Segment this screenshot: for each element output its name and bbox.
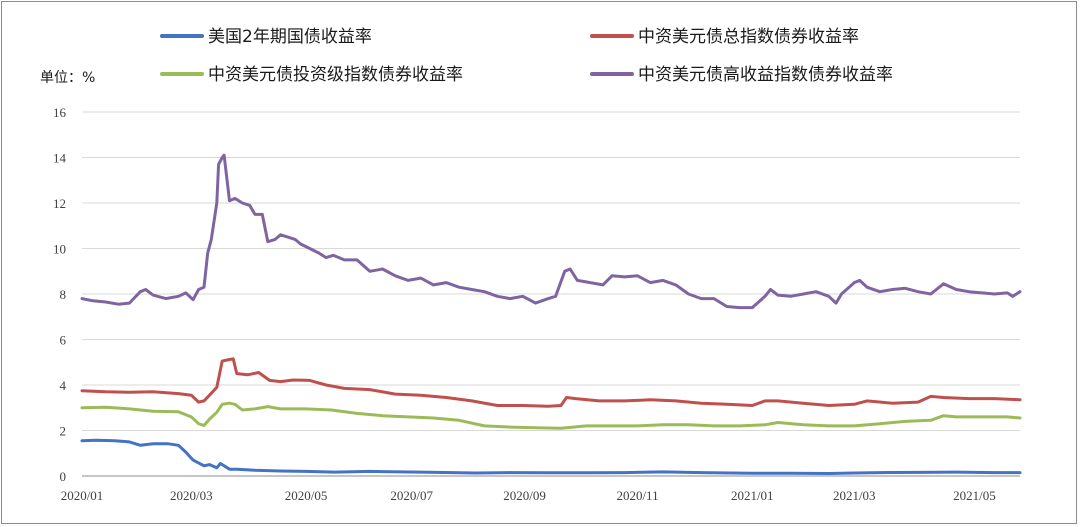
series-line-2 <box>80 357 1022 408</box>
y-tick-label: 0 <box>60 469 67 484</box>
legend-label-1: 美国2年期国债收益率 <box>208 27 372 47</box>
x-tick-label: 2020/07 <box>390 488 433 503</box>
x-tick-label: 2020/09 <box>503 488 546 503</box>
y-tick-label: 16 <box>53 105 67 120</box>
grid-lines <box>82 111 1020 431</box>
x-tick-label: 2020/11 <box>616 488 658 503</box>
y-tick-label: 6 <box>60 333 67 348</box>
x-axis-ticks: 2020/01 2020/03 2020/05 2020/07 2020/09 2020/… <box>61 488 996 503</box>
y-tick-label: 10 <box>53 242 66 257</box>
x-tick-label: 2020/01 <box>61 488 104 503</box>
y-tick-label: 14 <box>53 151 67 166</box>
x-tick-label: 2021/01 <box>731 488 774 503</box>
series-lines <box>80 153 1022 475</box>
y-tick-label: 12 <box>53 196 66 211</box>
unit-label: 单位：% <box>40 70 95 86</box>
legend-label-2: 中资美元债总指数债券收益率 <box>638 27 859 47</box>
x-tick-label: 2020/05 <box>285 488 328 503</box>
legend-label-4: 中资美元债高收益指数债券收益率 <box>638 65 893 85</box>
series-line-4 <box>80 153 1022 310</box>
x-tick-label: 2021/05 <box>953 488 996 503</box>
y-tick-label: 4 <box>60 378 67 393</box>
x-tick-label: 2020/03 <box>170 488 213 503</box>
y-tick-label: 2 <box>60 424 67 439</box>
x-tick-label: 2021/03 <box>833 488 876 503</box>
series-line-1 <box>80 438 1022 475</box>
y-axis-ticks: 0 2 4 6 8 10 12 14 16 <box>53 105 67 484</box>
legend-label-3: 中资美元债投资级指数债券收益率 <box>208 65 463 85</box>
series-line-3 <box>80 401 1022 430</box>
y-tick-label: 8 <box>60 287 67 302</box>
